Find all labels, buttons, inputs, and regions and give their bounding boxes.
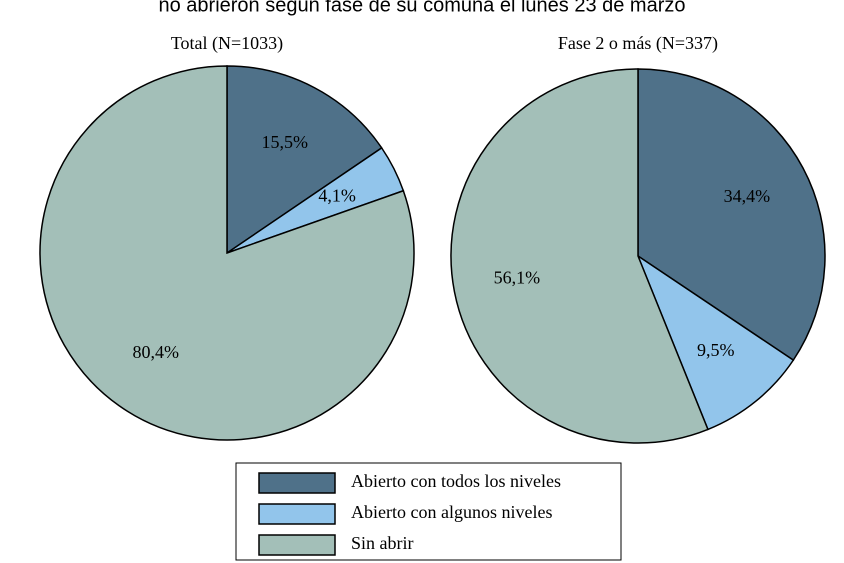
data-label: 4,1% — [318, 185, 356, 205]
legend-swatch — [258, 534, 336, 556]
chart-title: no abrieron según fase de su comuna el l… — [158, 0, 685, 16]
legend-label: Abierto con algunos niveles — [351, 502, 552, 522]
data-label: 15,5% — [262, 132, 309, 152]
pie-slice — [450, 68, 709, 444]
legend-swatch — [258, 503, 336, 525]
pie-slice — [226, 65, 383, 255]
pie-title: Total (N=1033) — [171, 33, 283, 54]
pie-slice — [637, 68, 826, 362]
data-label: 80,4% — [132, 342, 179, 362]
pie-slice — [39, 65, 415, 441]
legend-swatch — [258, 472, 336, 494]
data-label: 34,4% — [724, 186, 771, 206]
pie-title: Fase 2 o más (N=337) — [558, 33, 718, 54]
data-label: 56,1% — [494, 268, 541, 288]
legend-label: Sin abrir — [351, 533, 414, 553]
pie-slice — [636, 254, 795, 431]
legend-label: Abierto con todos los niveles — [351, 471, 561, 491]
data-label: 9,5% — [697, 340, 735, 360]
